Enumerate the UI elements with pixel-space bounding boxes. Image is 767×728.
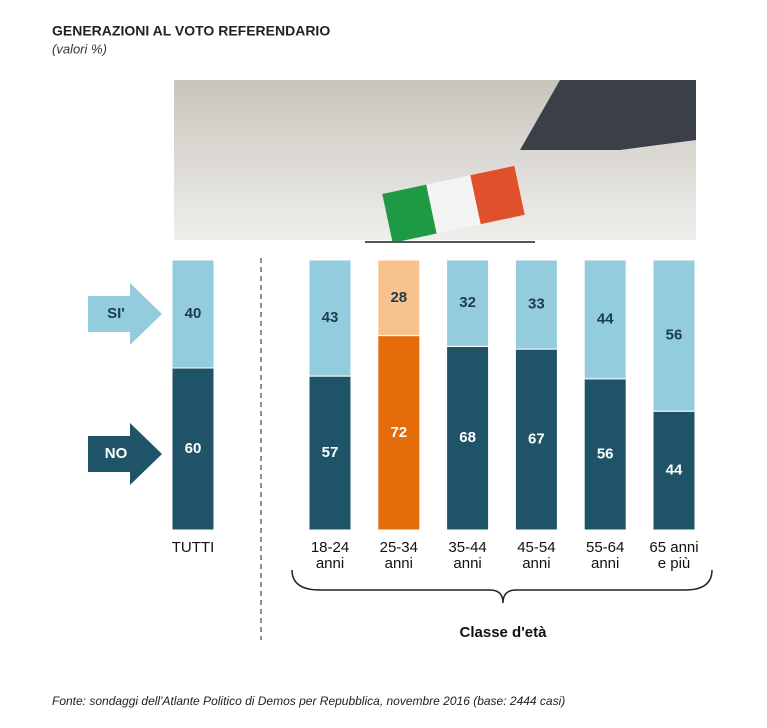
bar-segment xyxy=(377,335,421,531)
bar-segment xyxy=(308,259,352,377)
legend-arrow xyxy=(88,283,162,345)
bar-segment xyxy=(652,259,696,412)
legend-arrow xyxy=(88,423,162,485)
x-tick-label: 65 anni e più xyxy=(649,539,699,572)
chart-title: GENERAZIONI AL VOTO REFERENDARIO xyxy=(52,23,330,39)
value-label: 32 xyxy=(459,294,476,311)
value-label: 44 xyxy=(666,462,683,479)
sleeve xyxy=(520,80,696,150)
value-label: 67 xyxy=(528,431,545,448)
bar-segment xyxy=(171,367,215,531)
value-label: 40 xyxy=(185,305,202,322)
bar-segment xyxy=(308,375,352,531)
value-label: 56 xyxy=(597,445,614,462)
value-label: 44 xyxy=(597,310,614,327)
legend-label: NO xyxy=(105,445,128,462)
value-label: 57 xyxy=(322,444,339,461)
value-label: 68 xyxy=(459,429,476,446)
value-label: 72 xyxy=(390,424,407,441)
photo xyxy=(174,80,696,243)
value-label: 60 xyxy=(185,440,202,457)
value-label: 56 xyxy=(666,327,683,344)
bar-segment xyxy=(583,378,627,531)
brace xyxy=(291,569,713,604)
value-label: 43 xyxy=(322,309,339,326)
value-label: 28 xyxy=(390,289,407,306)
x-tick-label: TUTTI xyxy=(171,539,215,556)
bar-segment xyxy=(171,259,215,369)
group-label: Classe d'età xyxy=(460,624,548,641)
bar-segment xyxy=(446,259,490,347)
value-label: 33 xyxy=(528,296,545,313)
bar-segment xyxy=(652,410,696,531)
bar-segment xyxy=(583,259,627,380)
chart-subtitle: (valori %) xyxy=(52,41,107,56)
x-tick-label: 35-44 anni xyxy=(448,539,487,572)
bar-segment xyxy=(514,348,558,531)
bar-segment xyxy=(514,259,558,350)
flag xyxy=(382,165,525,243)
x-tick-label: 18-24 anni xyxy=(310,539,350,572)
x-tick-label: 25-34 anni xyxy=(379,539,418,572)
legend-label: SI' xyxy=(107,305,125,322)
x-tick-label: 55-64 anni xyxy=(586,539,625,572)
source: Fonte: sondaggi dell'Atlante Politico di… xyxy=(52,694,565,708)
bar-segment xyxy=(446,345,490,531)
x-tick-label: 45-54 anni xyxy=(517,539,556,572)
bar-segment xyxy=(377,259,421,337)
